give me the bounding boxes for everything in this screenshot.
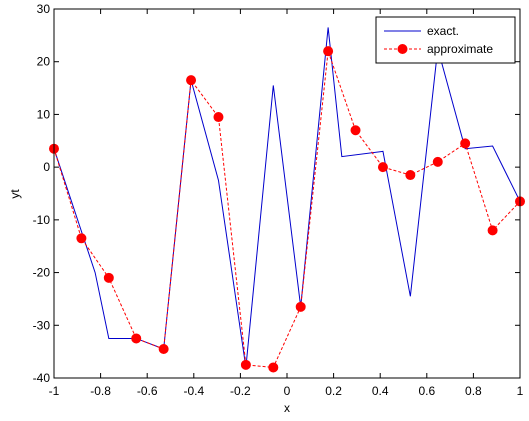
approximate-point [432, 156, 443, 167]
x-tick-label: -1 [49, 384, 60, 398]
x-tick-label: -0.8 [90, 384, 111, 398]
x-tick-label: 0 [284, 384, 291, 398]
legend-exact-label: exact. [427, 24, 459, 38]
y-tick-label: -30 [33, 318, 51, 332]
axes-layer: -1 -0.8 -0.6 -0.4 -0.2 0 0.2 0.4 0.6 0.8 1 -40 -30 -2… [33, 2, 524, 398]
y-tick-label: -10 [33, 213, 51, 227]
approximate-point [213, 112, 224, 123]
y-tick-label: 20 [37, 55, 51, 69]
series-approximate-line [53, 51, 521, 368]
approximate-point [76, 233, 87, 244]
approximate-point [268, 362, 279, 373]
x-axis-label: x [284, 401, 290, 415]
y-tick-label: -20 [33, 266, 51, 280]
y-tick-label: -40 [33, 371, 51, 385]
y-axis-label: yt [8, 189, 22, 199]
legend: exact. approximate [375, 16, 516, 64]
approximate-point [240, 359, 251, 370]
y-tick-label: 30 [37, 2, 51, 16]
legend-box [375, 16, 516, 64]
approximate-point [295, 301, 306, 312]
series-layer [49, 27, 525, 373]
approximate-point [350, 125, 361, 136]
x-tick-label: -0.2 [230, 384, 251, 398]
approximate-point [487, 225, 498, 236]
y-tick-label: 0 [43, 160, 50, 174]
approximate-point [158, 344, 169, 355]
approximate-point [103, 272, 114, 283]
x-tick-label: 1 [517, 384, 524, 398]
x-tick-label: 0.6 [418, 384, 435, 398]
x-tick-label: 0.8 [465, 384, 482, 398]
y-tick-label: 10 [37, 107, 51, 121]
x-tick-label: -0.6 [137, 384, 158, 398]
approximate-point [377, 162, 388, 173]
approximate-point [405, 170, 416, 181]
legend-approximate-marker [397, 44, 408, 54]
approximate-point [323, 46, 334, 57]
approximate-point [186, 75, 197, 86]
x-tick-label: -0.4 [183, 384, 204, 398]
approximate-point [131, 333, 142, 344]
x-tick-label: 0.4 [372, 384, 389, 398]
x-tick-label: 0.2 [325, 384, 342, 398]
legend-approximate-label: approximate [427, 42, 493, 56]
approximate-point [460, 138, 471, 149]
